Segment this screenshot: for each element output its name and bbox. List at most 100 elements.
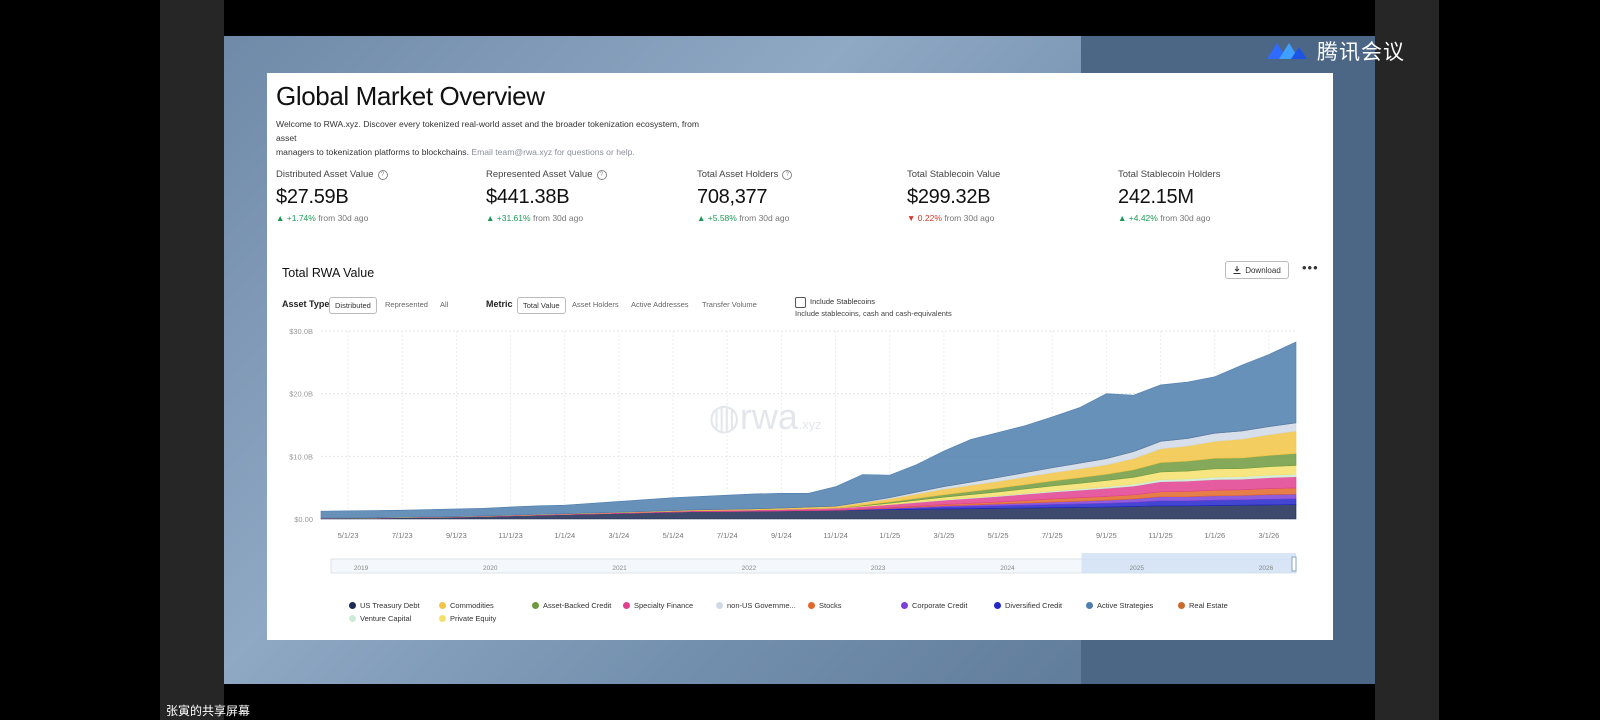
metric-total-value[interactable]: Total Value — [517, 297, 566, 314]
x-tick-label: 1/1/25 — [879, 531, 900, 540]
x-tick-label: 9/1/23 — [446, 531, 467, 540]
legend-label: Diversified Credit — [1005, 601, 1063, 610]
stat-total-stablecoin-value: Total Stablecoin Value $299.32B ▼ 0.22% … — [907, 169, 1107, 223]
stat-value: 242.15M — [1118, 186, 1194, 208]
stat-change: ▲ +1.74% — [276, 213, 316, 223]
x-tick-label: 7/1/23 — [392, 531, 413, 540]
legend-label: Active Strategies — [1097, 601, 1154, 610]
stat-change: ▲ +4.42% — [1118, 213, 1158, 223]
legend-swatch — [349, 602, 356, 609]
stat-change: ▲ +5.58% — [697, 213, 737, 223]
stat-label: Distributed Asset Value — [276, 169, 374, 180]
stat-change: ▼ 0.22% — [907, 213, 942, 223]
legend-item[interactable]: Asset-Backed Credit — [532, 601, 611, 610]
download-label: Download — [1245, 265, 1281, 275]
x-tick-label: 11/1/25 — [1148, 531, 1172, 540]
legend-item[interactable]: Stocks — [808, 601, 842, 610]
legend-swatch — [994, 602, 1001, 609]
chart-watermark: ◍rwa — [709, 396, 799, 437]
stat-total-asset-holders: Total Asset Holders? 708,377 ▲ +5.58% fr… — [697, 169, 897, 223]
stat-value: $27.59B — [276, 186, 349, 208]
stat-total-stablecoin-holders: Total Stablecoin Holders 242.15M ▲ +4.42… — [1118, 169, 1318, 223]
desc-line-1: Welcome to RWA.xyz. Discover every token… — [276, 119, 700, 143]
meeting-app-name: 腾讯会议 — [1317, 40, 1405, 64]
legend-item[interactable]: Active Strategies — [1086, 601, 1153, 610]
metric-label: Metric — [486, 299, 513, 309]
navigator-year-label: 2023 — [871, 565, 886, 572]
download-button[interactable]: Download — [1225, 261, 1289, 279]
x-tick-label: 3/1/24 — [608, 531, 629, 540]
range-navigator-selection — [1081, 553, 1296, 573]
screen-share-label: 张寅的共享屏幕 — [166, 704, 251, 718]
x-tick-label: 5/1/25 — [988, 531, 1009, 540]
legend-item[interactable]: Diversified Credit — [994, 601, 1062, 610]
navigator-year-label: 2022 — [742, 565, 757, 572]
contact-email-text[interactable]: Email team@rwa.xyz for questions or help… — [471, 147, 635, 157]
legend-label: Private Equity — [450, 614, 497, 623]
metric-active-addresses[interactable]: Active Addresses — [631, 300, 689, 309]
stat-label: Total Stablecoin Value — [907, 169, 1001, 180]
asset-type-all[interactable]: All — [440, 300, 449, 309]
legend-swatch — [439, 615, 446, 622]
info-icon[interactable]: ? — [596, 169, 607, 180]
x-tick-label: 1/1/26 — [1204, 531, 1225, 540]
legend-item[interactable]: Venture Capital — [349, 614, 411, 623]
include-stablecoins-checkbox[interactable] — [795, 297, 806, 308]
x-tick-label: 9/1/24 — [771, 531, 792, 540]
meeting-side-panel-right — [1375, 0, 1439, 720]
x-tick-label: 11/1/24 — [823, 531, 847, 540]
y-tick-label: $20.0B — [289, 390, 313, 399]
legend-swatch — [716, 602, 723, 609]
legend-label: Real Estate — [1189, 601, 1228, 610]
stat-change-suffix: from 30d ago — [318, 213, 369, 223]
legend-item[interactable]: US Treasury Debt — [349, 601, 420, 610]
x-tick-label: 1/1/24 — [554, 531, 575, 540]
x-tick-label: 7/1/25 — [1042, 531, 1063, 540]
legend-item[interactable]: Commodities — [439, 601, 494, 610]
rwa-page: Global Market Overview Welcome to RWA.xy… — [267, 73, 1333, 640]
stat-change-suffix: from 30d ago — [532, 213, 584, 223]
info-icon[interactable]: ? — [782, 169, 793, 180]
x-tick-label: 11/1/23 — [498, 531, 522, 540]
more-options-icon[interactable]: ••• — [1302, 260, 1319, 275]
metric-asset-holders[interactable]: Asset Holders — [572, 300, 619, 309]
y-tick-label: $0.00 — [294, 515, 313, 524]
desc-line-2: managers to tokenization platforms to bl… — [276, 147, 469, 157]
asset-type-label: Asset Type — [282, 299, 330, 309]
legend-label: US Treasury Debt — [360, 601, 420, 610]
x-tick-label: 9/1/25 — [1096, 531, 1117, 540]
metric-transfer-volume[interactable]: Transfer Volume — [702, 300, 757, 309]
navigator-year-label: 2019 — [354, 565, 369, 572]
y-tick-label: $10.0B — [289, 452, 313, 461]
rwa-area-chart[interactable]: $0.00 $10.0B $20.0B $30.0B 5/1/23 7/1/23 9/1/2… — [279, 259, 1319, 601]
legend-swatch — [532, 602, 539, 609]
legend-swatch — [439, 602, 446, 609]
stat-change-suffix: from 30d ago — [1160, 213, 1211, 223]
x-tick-label: 3/1/26 — [1258, 531, 1279, 540]
legend-item[interactable]: Specialty Finance — [623, 601, 693, 610]
page-description: Welcome to RWA.xyz. Discover every token… — [276, 117, 716, 159]
range-navigator-handle — [1291, 556, 1297, 572]
legend-item[interactable]: Real Estate — [1178, 601, 1228, 610]
legend-item[interactable]: Corporate Credit — [901, 601, 967, 610]
stat-value: $441.38B — [486, 186, 570, 208]
asset-type-distributed[interactable]: Distributed — [329, 297, 377, 314]
legend-label: Stocks — [819, 601, 842, 610]
stat-distributed-asset-value: Distributed Asset Value? $27.59B ▲ +1.74… — [276, 169, 476, 223]
x-tick-label: 5/1/24 — [663, 531, 684, 540]
tencent-meeting-logo-icon — [1267, 43, 1307, 59]
legend-item[interactable]: non-US Governme... — [716, 601, 796, 610]
include-stablecoins-label: Include Stablecoins — [810, 297, 876, 306]
legend-label: Corporate Credit — [912, 601, 968, 610]
stat-represented-asset-value: Represented Asset Value? $441.38B ▲ +31.… — [486, 169, 686, 223]
legend-swatch — [1086, 602, 1093, 609]
legend-item[interactable]: Private Equity — [439, 614, 496, 623]
x-tick-label: 3/1/25 — [933, 531, 954, 540]
navigator-year-label: 2021 — [612, 565, 627, 572]
legend-label: Asset-Backed Credit — [543, 601, 612, 610]
asset-type-represented[interactable]: Represented — [385, 300, 428, 309]
page-title: Global Market Overview — [276, 81, 545, 111]
info-icon[interactable]: ? — [377, 169, 388, 180]
download-icon — [1233, 266, 1241, 274]
legend-swatch — [808, 602, 815, 609]
